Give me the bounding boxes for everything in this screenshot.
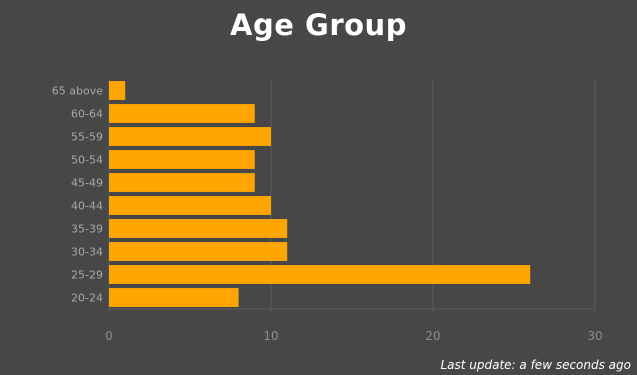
bar [109, 265, 531, 284]
bar [109, 81, 126, 100]
last-update-text: Last update: a few seconds ago [440, 358, 631, 372]
bar [109, 173, 255, 192]
chart-title: Age Group [230, 8, 407, 42]
category-label: 65 above [52, 85, 103, 98]
bar [109, 150, 255, 169]
bar [109, 219, 288, 238]
x-tick-label: 0 [105, 329, 113, 343]
bar [109, 288, 239, 307]
category-label: 55-59 [71, 131, 103, 144]
bar [109, 104, 255, 123]
category-label: 50-54 [71, 154, 103, 167]
x-tick-label: 20 [425, 329, 440, 343]
category-label: 40-44 [71, 200, 103, 213]
bar [109, 196, 271, 215]
x-tick-label: 30 [587, 329, 602, 343]
category-label: 60-64 [71, 108, 103, 121]
bar [109, 242, 288, 261]
x-tick-label: 10 [263, 329, 278, 343]
category-label: 20-24 [71, 292, 103, 305]
category-label: 30-34 [71, 246, 103, 259]
bar [109, 127, 271, 146]
category-label: 25-29 [71, 269, 103, 282]
category-label: 35-39 [71, 223, 103, 236]
category-label: 45-49 [71, 177, 103, 190]
